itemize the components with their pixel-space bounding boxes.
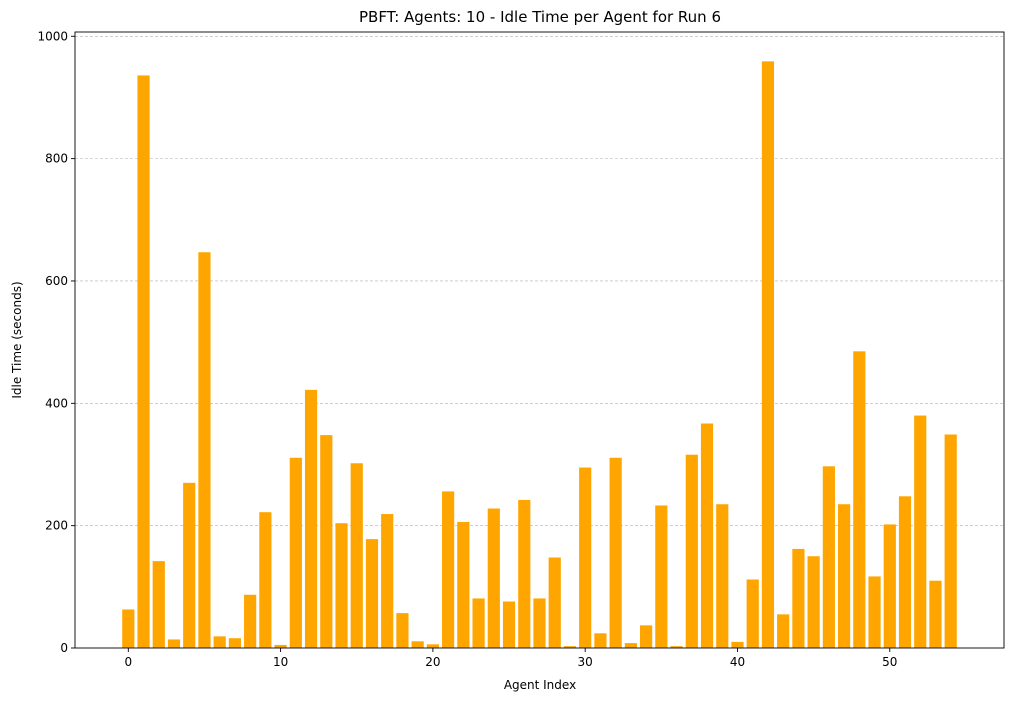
bar-agent-9: [259, 512, 272, 648]
bar-agent-17: [381, 514, 394, 648]
y-tick-label: 200: [45, 519, 68, 533]
y-axis-ticks: 0 200 400 600 800 1000: [37, 29, 75, 655]
bar-agent-7: [228, 638, 242, 648]
bar-agent-33: [624, 643, 637, 648]
bar-agent-4: [183, 482, 196, 648]
bar-agent-31: [594, 633, 607, 648]
x-tick-label: 20: [425, 655, 440, 669]
y-tick-label: 400: [45, 396, 68, 410]
bars: [122, 61, 957, 648]
bar-agent-54: [944, 434, 957, 648]
plot-frame: [74, 31, 1005, 649]
bar-agent-24: [487, 508, 500, 648]
bar-agent-34: [640, 625, 653, 648]
bar-agent-52: [914, 415, 927, 648]
y-tick-label: 0: [60, 641, 68, 655]
bar-agent-47: [837, 504, 851, 648]
y-axis-label: Idle Time (seconds): [10, 281, 24, 398]
bar-agent-38: [700, 423, 714, 648]
bar-agent-45: [807, 556, 820, 648]
bar-agent-40: [731, 641, 744, 648]
bar-agent-36: [670, 646, 683, 648]
bar-agent-12: [304, 389, 318, 648]
bar-agent-13: [320, 435, 333, 648]
y-tick-label: 1000: [37, 29, 68, 43]
x-axis-ticks: 0 10 20 30 40 50: [124, 648, 897, 669]
bar-agent-50: [883, 524, 896, 648]
bar-agent-6: [213, 636, 226, 648]
bar-agent-29: [563, 646, 577, 648]
bar-agent-41: [746, 579, 759, 648]
bar-agent-27: [533, 598, 546, 648]
bar-agent-53: [929, 580, 942, 648]
bar-agent-42: [761, 61, 775, 648]
bar-agent-39: [716, 504, 729, 648]
x-tick-label: 30: [578, 655, 593, 669]
bar-agent-2: [152, 561, 165, 648]
x-tick-label: 50: [882, 655, 897, 669]
bar-agent-15: [350, 463, 363, 648]
bar-agent-23: [472, 598, 485, 648]
y-tick-label: 800: [45, 152, 68, 166]
bar-agent-44: [792, 548, 805, 648]
bar-agent-1: [137, 75, 150, 648]
bar-agent-21: [442, 491, 455, 648]
x-tick-label: 40: [730, 655, 745, 669]
bar-agent-16: [365, 539, 379, 648]
bar-agent-49: [868, 576, 881, 648]
bar-agent-10: [274, 644, 287, 648]
bar-agent-20: [426, 644, 439, 648]
y-tick-label: 600: [45, 274, 68, 288]
bar-agent-51: [898, 496, 912, 648]
bar-agent-14: [335, 523, 348, 648]
bar-agent-18: [396, 613, 409, 648]
bar-agent-0: [122, 609, 135, 648]
bar-agent-48: [853, 351, 866, 648]
bar-agent-11: [289, 457, 302, 648]
bar-agent-28: [548, 557, 561, 648]
bar-agent-32: [609, 457, 622, 648]
x-tick-label: 10: [273, 655, 288, 669]
bar-agent-26: [518, 499, 531, 648]
x-axis-label: Agent Index: [504, 678, 576, 692]
bar-agent-19: [411, 641, 424, 648]
bar-agent-43: [777, 614, 790, 648]
bar-agent-5: [198, 252, 211, 648]
x-tick-label: 0: [124, 655, 132, 669]
bar-agent-8: [244, 594, 257, 648]
chart-title: PBFT: Agents: 10 - Idle Time per Agent f…: [359, 8, 721, 26]
bar-agent-25: [502, 601, 516, 648]
bar-agent-22: [457, 521, 470, 648]
bar-agent-30: [579, 467, 592, 648]
bar-agent-37: [685, 454, 698, 648]
bar-agent-3: [167, 639, 181, 648]
bar-agent-46: [822, 466, 835, 648]
bar-agent-35: [655, 505, 668, 648]
